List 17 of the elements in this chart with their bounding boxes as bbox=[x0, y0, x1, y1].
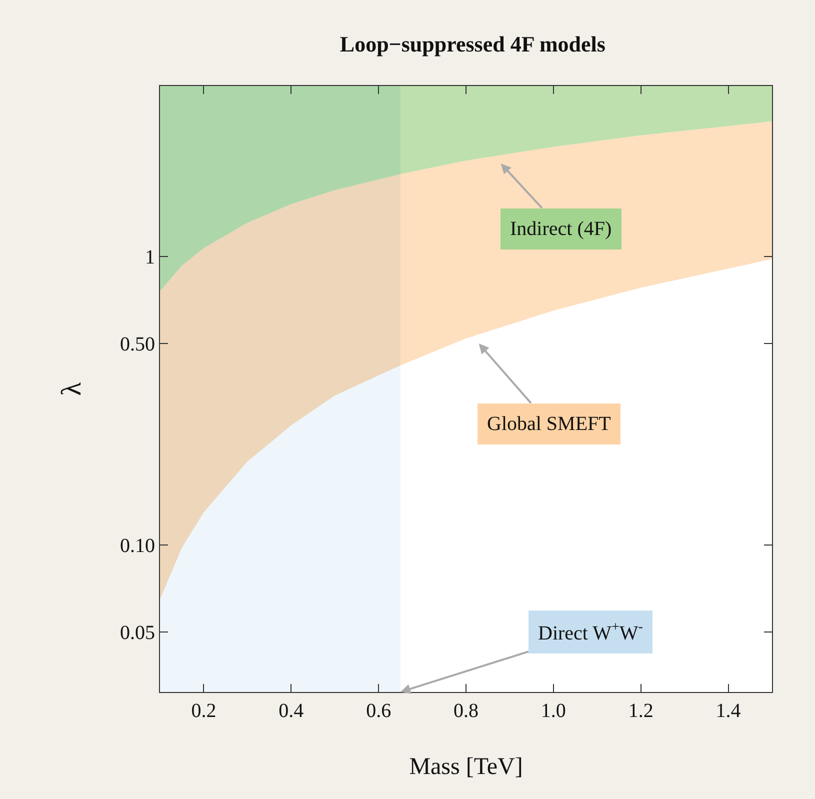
y-tick-label: 1 bbox=[145, 246, 155, 269]
y-tick-label: 0.05 bbox=[120, 622, 155, 644]
x-tick-label: 1.2 bbox=[628, 700, 654, 722]
x-tick-label: 0.8 bbox=[454, 700, 478, 722]
x-tick-label: 0.2 bbox=[191, 700, 216, 722]
x-tick-label: 0.4 bbox=[278, 700, 304, 722]
x-tick-label: 1.0 bbox=[540, 700, 566, 722]
chart-title: Loop−suppressed 4F models bbox=[340, 31, 606, 56]
y-axis-title: λ bbox=[56, 382, 88, 396]
x-tick-label: 1.4 bbox=[716, 700, 741, 722]
annotation: Direct W$^{+}$W$^{-}$ bbox=[538, 620, 644, 644]
annotation: Global SMEFT bbox=[487, 413, 611, 435]
x-tick-label: 0.6 bbox=[366, 700, 392, 722]
y-tick-label: 0.50 bbox=[120, 333, 155, 356]
y-tick-label: 0.10 bbox=[120, 535, 155, 558]
annotation: Indirect (4F) bbox=[510, 218, 612, 240]
x-axis-title: Mass [TeV] bbox=[409, 754, 523, 780]
